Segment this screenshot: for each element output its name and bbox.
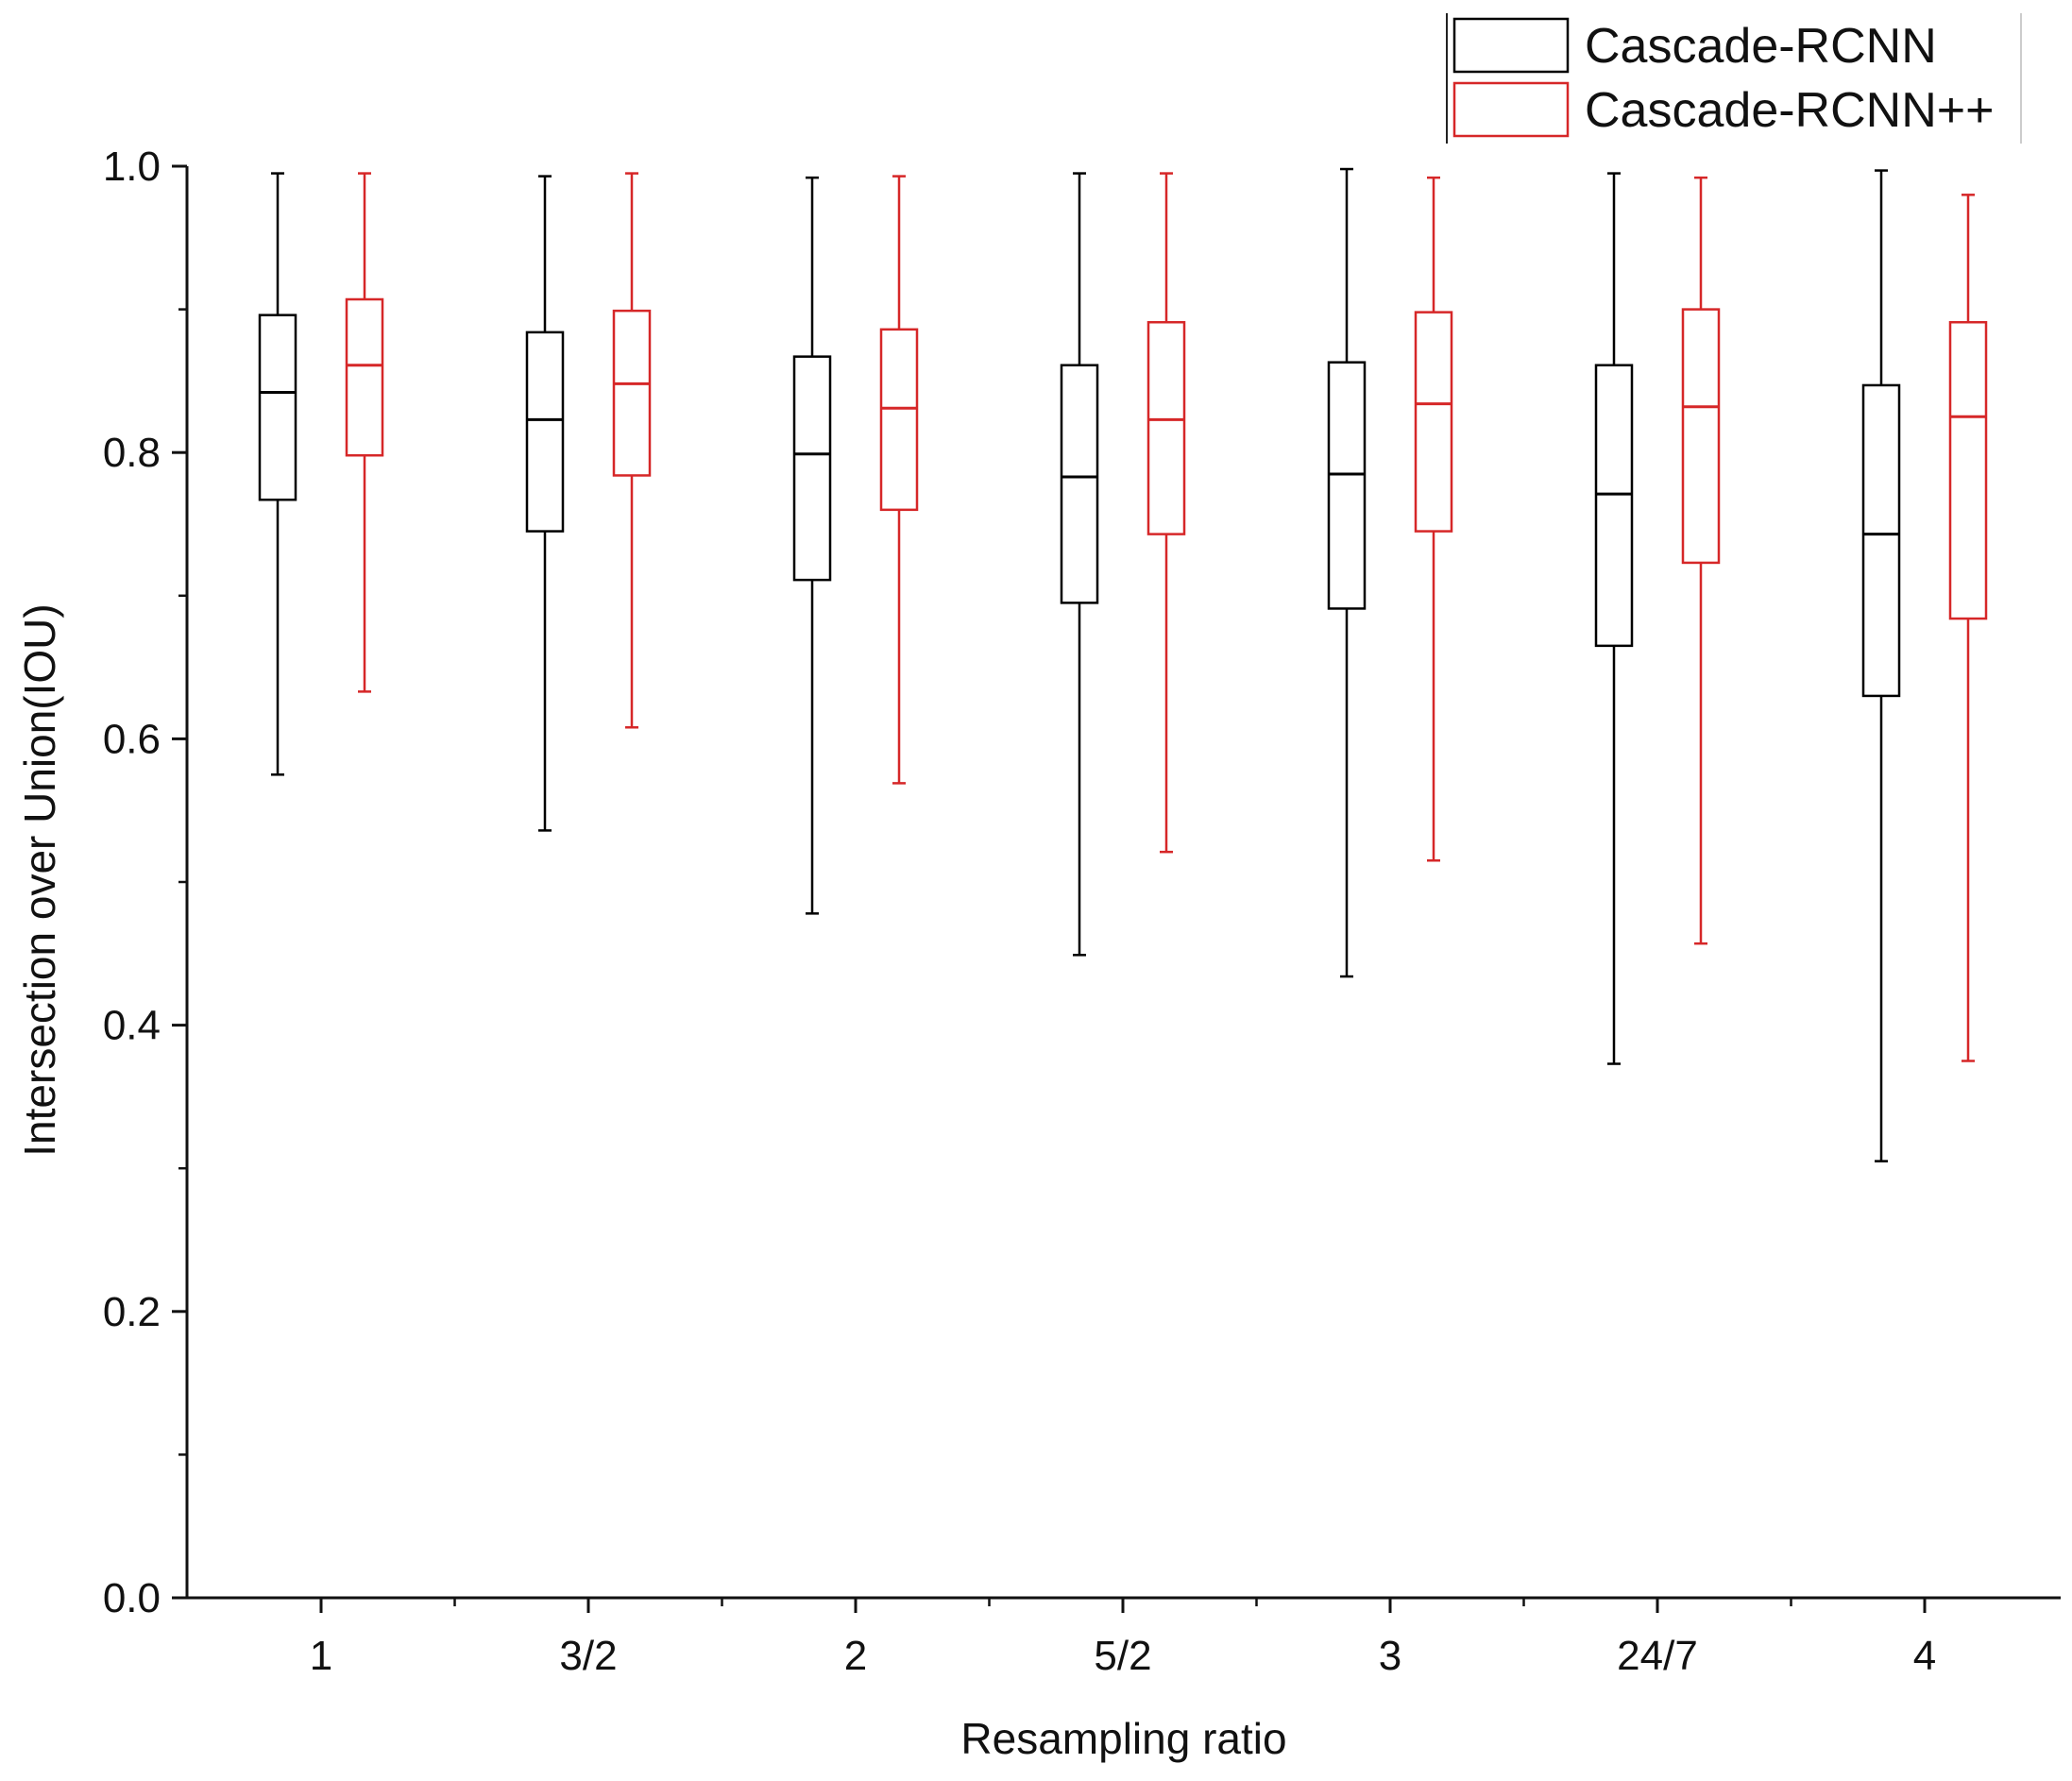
iqr-box bbox=[1948, 320, 1988, 620]
iqr-box bbox=[612, 309, 652, 477]
y-axis-title: Intersection over Union(IOU) bbox=[15, 603, 64, 1156]
iqr-box bbox=[525, 331, 565, 533]
box-group bbox=[345, 172, 384, 693]
axes: 0.0 0.2 0.4 0.6 0.8 1.0 1 3/2 2 5/2 3 24/7 4 bbox=[103, 144, 2061, 1679]
iqr-box bbox=[1414, 311, 1453, 533]
iqr-box bbox=[879, 328, 919, 512]
y-tick-label: 0.4 bbox=[103, 1003, 161, 1049]
y-tick-label: 0.6 bbox=[103, 716, 161, 762]
box-group bbox=[612, 172, 652, 729]
box-group bbox=[879, 175, 919, 785]
box-group bbox=[525, 175, 565, 832]
iqr-box bbox=[1594, 364, 1634, 648]
legend-label-cascade-rcnn: Cascade-RCNN bbox=[1585, 19, 1937, 74]
legend: Cascade-RCNN Cascade-RCNN++ bbox=[1446, 13, 2022, 144]
iqr-box bbox=[1327, 361, 1367, 610]
box-group bbox=[1327, 167, 1367, 978]
box-group bbox=[792, 176, 832, 915]
x-tick-label: 5/2 bbox=[1094, 1633, 1151, 1679]
box-group bbox=[1948, 194, 1988, 1062]
iqr-box bbox=[345, 297, 384, 457]
x-tick-label: 3/2 bbox=[559, 1633, 617, 1679]
legend-label-cascade-rcnn-plus: Cascade-RCNN++ bbox=[1585, 83, 1995, 138]
x-tick-label: 2 bbox=[844, 1633, 867, 1679]
y-tick-label: 0.8 bbox=[103, 430, 161, 476]
y-tick-label: 0.2 bbox=[103, 1289, 161, 1335]
box-group bbox=[1861, 169, 1901, 1162]
legend-swatch-cascade-rcnn bbox=[1452, 17, 1570, 74]
x-axis-title: Resampling ratio bbox=[960, 1714, 1286, 1763]
iqr-box bbox=[1861, 383, 1901, 698]
iqr-box bbox=[1681, 308, 1721, 565]
y-tick-label: 0.0 bbox=[103, 1575, 161, 1621]
iqr-box bbox=[258, 314, 297, 501]
x-tick-label: 24/7 bbox=[1617, 1633, 1698, 1679]
legend-swatch-cascade-rcnn-plus bbox=[1452, 81, 1570, 138]
iqr-box bbox=[1060, 364, 1099, 604]
y-tick-label: 1.0 bbox=[103, 144, 161, 190]
box-group bbox=[1681, 176, 1721, 945]
x-tick-label: 4 bbox=[1913, 1633, 1936, 1679]
box-group bbox=[1146, 172, 1186, 854]
box-group bbox=[1414, 176, 1453, 862]
iqr-box bbox=[792, 355, 832, 582]
box-group bbox=[1594, 172, 1634, 1065]
x-tick-label: 1 bbox=[310, 1633, 332, 1679]
iqr-box bbox=[1146, 320, 1186, 535]
boxes bbox=[258, 167, 1988, 1162]
x-tick-label: 3 bbox=[1379, 1633, 1401, 1679]
box-group bbox=[1060, 172, 1099, 957]
box-group bbox=[258, 172, 297, 776]
